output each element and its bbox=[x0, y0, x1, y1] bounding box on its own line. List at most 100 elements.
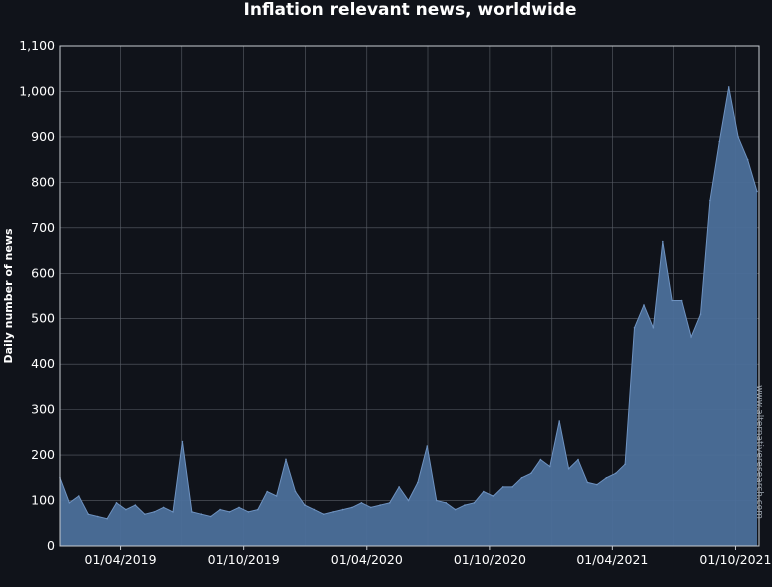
data-point bbox=[435, 499, 438, 502]
y-tick-label: 1,100 bbox=[19, 38, 55, 53]
data-point bbox=[370, 506, 372, 509]
data-point bbox=[699, 313, 702, 316]
y-tick-label: 600 bbox=[31, 265, 55, 280]
data-point bbox=[530, 472, 532, 475]
data-point bbox=[417, 481, 419, 484]
data-point bbox=[181, 440, 184, 443]
data-point bbox=[454, 508, 457, 511]
data-point bbox=[652, 327, 655, 329]
data-point bbox=[680, 299, 683, 302]
data-point bbox=[87, 513, 90, 515]
data-point bbox=[511, 486, 513, 488]
data-point bbox=[586, 481, 589, 484]
data-point bbox=[266, 490, 269, 493]
x-tick-label: 01/04/2020 bbox=[331, 552, 403, 567]
plot-frame bbox=[59, 45, 760, 547]
y-tick-label: 400 bbox=[31, 356, 55, 371]
data-point bbox=[492, 495, 495, 497]
x-tick-label: 01/04/2019 bbox=[85, 552, 157, 567]
x-tick-label: 01/10/2020 bbox=[454, 552, 526, 567]
data-point bbox=[200, 513, 203, 515]
data-point bbox=[191, 511, 193, 513]
x-tick-label: 01/04/2021 bbox=[576, 552, 648, 567]
data-point bbox=[144, 513, 146, 515]
y-tick-label: 500 bbox=[31, 311, 55, 326]
data-point bbox=[464, 504, 466, 506]
chart-title: Inflation relevant news, worldwide bbox=[244, 0, 577, 20]
data-point bbox=[577, 458, 579, 461]
data-point bbox=[379, 504, 382, 506]
data-point bbox=[332, 511, 334, 513]
data-point bbox=[78, 495, 80, 497]
data-point bbox=[605, 477, 608, 479]
data-point bbox=[294, 490, 297, 493]
y-tick-label: 0 bbox=[47, 538, 55, 553]
data-point bbox=[96, 515, 99, 518]
data-point bbox=[426, 445, 429, 447]
x-tick-label: 01/10/2021 bbox=[699, 552, 771, 567]
data-point bbox=[567, 467, 570, 470]
series-area bbox=[60, 86, 757, 547]
data-point bbox=[690, 336, 692, 338]
data-point bbox=[709, 199, 711, 202]
data-point bbox=[473, 502, 476, 504]
series-area-layer bbox=[59, 86, 758, 547]
data-point bbox=[162, 506, 165, 509]
y-tick-label: 1,000 bbox=[19, 83, 55, 98]
y-axis-label: Daily number of news bbox=[2, 228, 15, 363]
y-tick-label: 100 bbox=[31, 493, 55, 508]
data-point bbox=[153, 511, 155, 513]
data-point bbox=[360, 502, 363, 504]
data-point bbox=[718, 140, 721, 143]
data-point bbox=[539, 458, 542, 461]
data-point bbox=[746, 158, 749, 161]
data-point bbox=[727, 86, 730, 88]
data-point bbox=[501, 486, 504, 488]
data-point bbox=[275, 495, 278, 497]
data-point bbox=[115, 502, 118, 504]
data-point bbox=[341, 508, 344, 511]
data-point bbox=[445, 502, 448, 504]
data-point bbox=[313, 508, 316, 511]
data-point bbox=[257, 508, 259, 511]
data-point bbox=[209, 515, 212, 518]
data-point bbox=[219, 508, 221, 511]
data-point bbox=[737, 136, 739, 138]
data-point bbox=[388, 502, 391, 504]
data-point bbox=[322, 513, 325, 515]
watermark: www.alternativeresearch.com bbox=[754, 385, 764, 519]
data-point bbox=[125, 508, 127, 511]
y-tick-label: 800 bbox=[31, 174, 55, 189]
data-point bbox=[407, 499, 410, 502]
y-tick-label: 700 bbox=[31, 220, 55, 235]
data-point bbox=[614, 472, 617, 475]
data-point bbox=[558, 420, 560, 422]
data-point bbox=[351, 506, 353, 509]
data-point bbox=[756, 190, 758, 193]
data-point bbox=[643, 304, 645, 306]
data-point bbox=[520, 477, 523, 479]
data-point bbox=[285, 458, 287, 461]
data-point bbox=[68, 502, 71, 504]
data-point bbox=[662, 240, 664, 243]
y-tick-label: 900 bbox=[31, 129, 55, 144]
data-point bbox=[398, 486, 400, 488]
data-point bbox=[238, 506, 240, 509]
data-point bbox=[247, 511, 250, 513]
data-point bbox=[172, 511, 174, 513]
x-tick-label: 01/10/2019 bbox=[208, 552, 280, 567]
data-point bbox=[624, 463, 626, 466]
data-point bbox=[483, 490, 485, 493]
data-point bbox=[596, 483, 598, 486]
y-tick-label: 200 bbox=[31, 447, 55, 462]
data-point bbox=[671, 299, 673, 302]
tick-layer: 0 100 200 300 400 500 600 700 800 900 1,000 1,100 01… bbox=[19, 38, 771, 567]
data-point bbox=[134, 504, 137, 506]
y-tick-label: 300 bbox=[31, 402, 55, 417]
data-point bbox=[549, 465, 551, 468]
data-point bbox=[633, 327, 636, 329]
data-point bbox=[228, 511, 231, 513]
data-point bbox=[304, 504, 306, 506]
data-point bbox=[106, 517, 108, 520]
